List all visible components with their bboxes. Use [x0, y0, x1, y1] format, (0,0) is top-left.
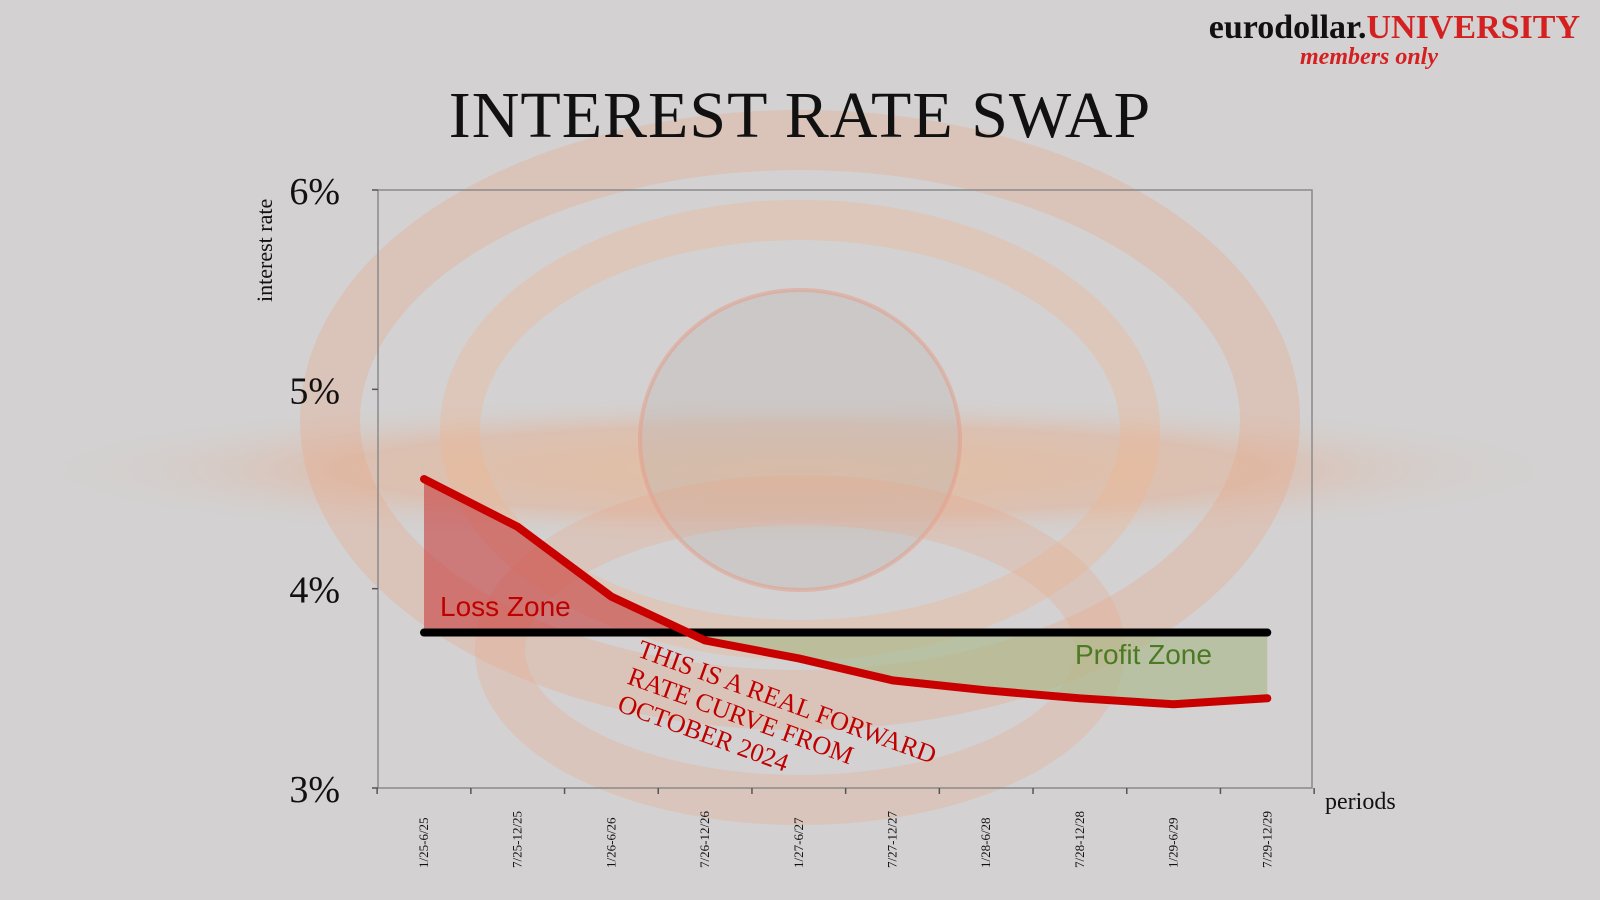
brand-wordmark: eurodollar.UNIVERSITY: [1209, 8, 1580, 48]
y-tick-label: 5%: [289, 370, 340, 412]
x-tick-label: 7/28-12/28: [1072, 811, 1087, 868]
x-tick-label: 1/29-6/29: [1166, 817, 1181, 868]
brand-accent: UNIVERSITY: [1366, 9, 1581, 46]
y-tick-label: 6%: [289, 171, 340, 213]
forward-rate-curve: [420, 475, 1272, 709]
brand-logo: eurodollar.UNIVERSITY members only: [1209, 8, 1580, 71]
x-axis-title: periods: [1325, 789, 1396, 815]
x-tick-label: 7/29-12/29: [1259, 811, 1274, 868]
page-title: INTEREST RATE SWAP: [448, 79, 1152, 152]
x-tick-label: 1/25-6/25: [416, 817, 431, 868]
x-tick-label: 7/26-12/26: [697, 810, 712, 868]
x-tick-label: 7/27-12/27: [885, 810, 900, 868]
x-tick-label: 1/26-6/26: [603, 817, 618, 868]
brand-tagline: members only: [1300, 44, 1438, 70]
y-axis-title: interest rate: [252, 199, 277, 302]
loss-zone-label: Loss Zone: [440, 591, 571, 622]
brand-name: eurodollar.: [1208, 9, 1367, 46]
x-tick-label: 7/25-12/25: [510, 811, 525, 868]
y-tick-label: 4%: [289, 570, 340, 612]
profit-zone-area: [688, 632, 1268, 705]
y-tick-label: 3%: [289, 769, 340, 811]
x-tick-label: 1/28-6/28: [978, 817, 993, 868]
x-tick-label: 1/27-6/27: [791, 817, 806, 868]
profit-zone-label: Profit Zone: [1075, 639, 1212, 670]
